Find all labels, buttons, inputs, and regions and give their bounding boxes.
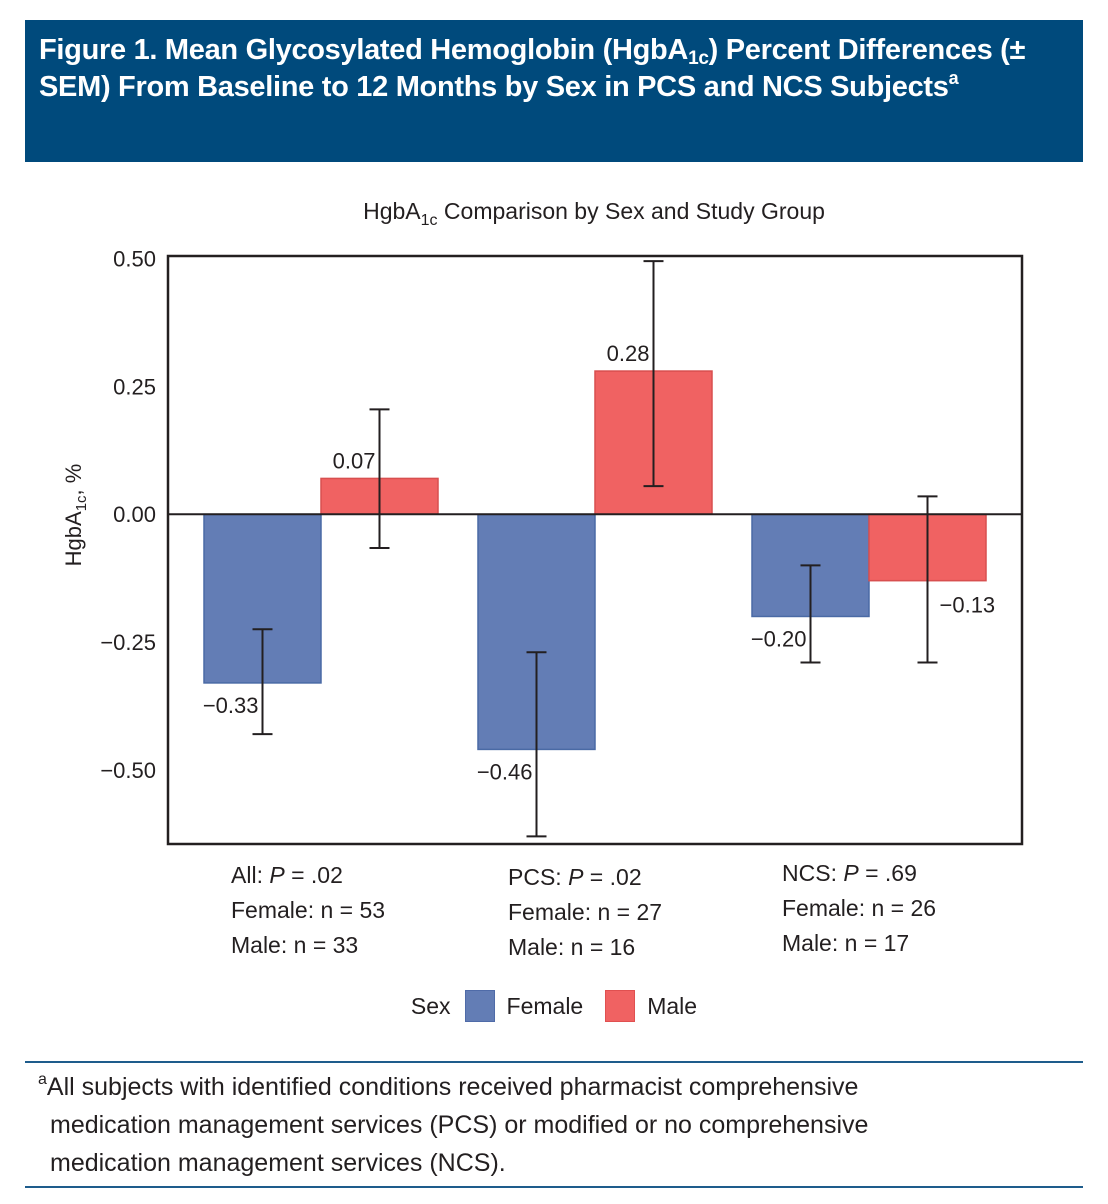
legend-label-female: Female — [506, 992, 584, 1019]
chart-title-suffix: Comparison by Sex and Study Group — [437, 198, 825, 224]
data-label-female-pcs: −0.46 — [477, 759, 533, 784]
data-label-female-all: −0.33 — [203, 693, 259, 718]
data-label-male-all: 0.07 — [333, 448, 376, 473]
group-name: All — [231, 862, 257, 888]
legend-swatch-male — [605, 990, 636, 1022]
y-axis-title: HgbA1c, % — [61, 415, 91, 615]
group-note-ncs: NCS: P = .69 Female: n = 26 Male: n = 17 — [782, 856, 936, 961]
legend: Sex Female Male — [0, 988, 1108, 1024]
y-tick-label: −0.50 — [100, 758, 156, 783]
p-label: P — [568, 864, 584, 890]
chart-title-prefix: HgbA — [363, 198, 421, 224]
y-tick-label: 0.25 — [113, 374, 156, 399]
figure-header: Figure 1. Mean Glycosylated Hemoglobin (… — [25, 20, 1083, 162]
legend-swatch-female — [464, 990, 495, 1022]
female-count: Female: n = 26 — [782, 895, 937, 921]
error-bar-female-ncs — [800, 564, 821, 664]
y-tick-label: 0.00 — [113, 502, 156, 527]
figure-title-footnote-marker: a — [948, 68, 959, 88]
chart-title: HgbA1c Comparison by Sex and Study Group — [0, 198, 1108, 229]
y-axis-title-prefix: HgbA — [61, 511, 86, 567]
footnote-marker: a — [38, 1071, 47, 1088]
p-label: P — [843, 860, 859, 886]
y-axis-ticks: 0.50 0.25 0.00 −0.25 −0.50 — [100, 247, 156, 783]
group-name: NCS — [782, 860, 831, 886]
group-name: PCS — [508, 864, 556, 890]
footnote-top-rule — [25, 1061, 1083, 1063]
p-value: = .02 — [583, 864, 642, 890]
group-note-p: NCS: P = .69 — [782, 860, 917, 886]
y-axis-title-subscript: 1c — [73, 495, 90, 512]
error-bar-male-ncs — [917, 495, 938, 664]
figure-title-part2: ) Percent Differences (± SEM) From Basel… — [39, 34, 1031, 103]
group-note-p: PCS: P = .02 — [508, 864, 642, 890]
data-label-female-ncs: −0.20 — [751, 626, 807, 651]
group-note-pcs: PCS: P = .02 Female: n = 27 Male: n = 16 — [508, 860, 662, 965]
chart-title-subscript: 1c — [420, 212, 438, 229]
footnote-text-1: All subjects with identified conditions … — [46, 1073, 859, 1101]
female-count: Female: n = 27 — [508, 899, 663, 925]
y-axis-title-suffix: , % — [61, 463, 86, 496]
male-count: Male: n = 17 — [782, 930, 910, 956]
legend-label-male: Male — [647, 992, 698, 1019]
plot-frame — [166, 254, 1024, 846]
figure-title: Figure 1. Mean Glycosylated Hemoglobin (… — [39, 32, 1069, 106]
footnote-line-2: medication management services (PCS) or … — [50, 1111, 869, 1139]
error-bar-male-all — [369, 408, 390, 549]
figure-title-subscript: 1c — [688, 48, 709, 69]
footnote-bottom-rule — [25, 1186, 1083, 1188]
male-count: Male: n = 33 — [231, 932, 359, 958]
error-bar-female-pcs — [526, 651, 547, 838]
y-tick-label: −0.25 — [100, 630, 156, 655]
footnote: aAll subjects with identified conditions… — [38, 1068, 1078, 1182]
female-count: Female: n = 53 — [231, 897, 386, 923]
male-count: Male: n = 16 — [508, 934, 636, 960]
p-label: P — [269, 862, 285, 888]
data-label-male-ncs: −0.13 — [940, 593, 996, 618]
data-label-male-pcs: 0.28 — [607, 341, 650, 366]
data-labels-layer: −0.33 −0.46 −0.20 0.07 0.28 −0.13 — [203, 341, 995, 784]
error-bars-layer — [252, 260, 938, 838]
footnote-line-3: medication management services (NCS). — [50, 1149, 506, 1177]
bars-layer — [203, 370, 987, 751]
y-tick-label: 0.50 — [113, 247, 156, 272]
error-bar-male-pcs — [643, 260, 664, 488]
p-value: = .69 — [858, 860, 917, 886]
p-value: = .02 — [284, 862, 343, 888]
group-note-p: All: P = .02 — [231, 862, 343, 888]
legend-title: Sex — [410, 992, 451, 1019]
figure-title-part1: Figure 1. Mean Glycosylated Hemoglobin (… — [39, 34, 689, 66]
error-bar-female-all — [252, 628, 273, 736]
group-note-all: All: P = .02 Female: n = 53 Male: n = 33 — [231, 858, 385, 963]
footnote-line-1: aAll subjects with identified conditions… — [38, 1068, 1078, 1106]
